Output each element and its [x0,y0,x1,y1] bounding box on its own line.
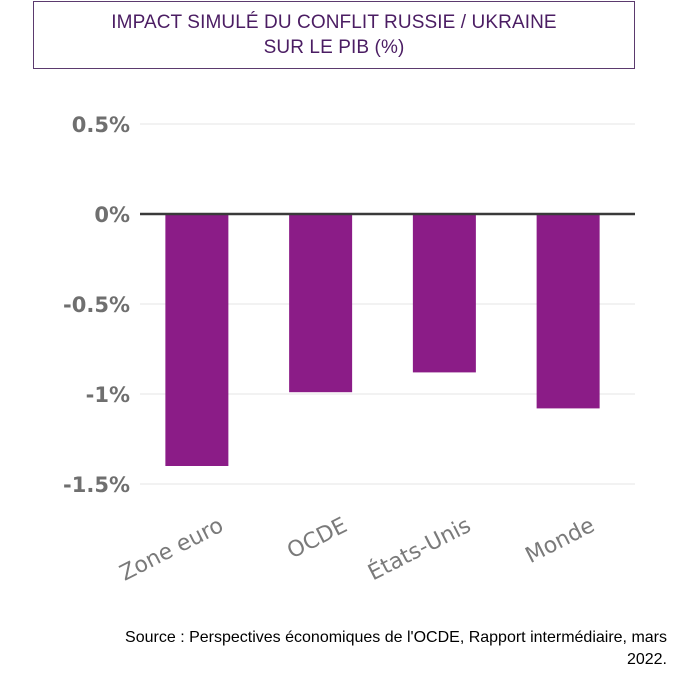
bar [412,214,476,373]
source-note: Source : Perspectives économiques de l'O… [7,627,667,671]
bar [536,214,600,409]
source-line-2: 2022. [626,651,667,668]
chart-title-line-1: IMPACT SIMULÉ DU CONFLIT RUSSIE / UKRAIN… [111,12,557,33]
chart-title-box: IMPACT SIMULÉ DU CONFLIT RUSSIE / UKRAIN… [33,1,635,69]
y-tick-label: 0% [94,203,130,227]
x-axis-category-labels: Zone euro OCDE États-Unis Monde [116,512,599,586]
bar [165,214,229,466]
y-tick-label: -1% [86,383,130,407]
source-line-1: Source : Perspectives économiques de l'O… [125,629,667,646]
x-category-label: Zone euro [116,513,228,586]
y-tick-label: -1.5% [63,473,130,497]
x-category-label: États-Unis [364,512,475,586]
y-tick-label: 0.5% [72,113,130,137]
y-tick-label: -0.5% [63,293,130,317]
x-category-label: Monde [522,513,599,569]
bar [289,214,353,393]
chart-title-line-2: SUR LE PIB (%) [263,37,405,58]
y-axis-tick-labels: 0.5% 0% -0.5% -1% -1.5% [63,113,130,497]
x-category-label: OCDE [283,513,351,564]
gdp-impact-bar-chart: 0.5% 0% -0.5% -1% -1.5% Zone euro OCDE États-U… [63,113,635,586]
bars [165,214,600,466]
